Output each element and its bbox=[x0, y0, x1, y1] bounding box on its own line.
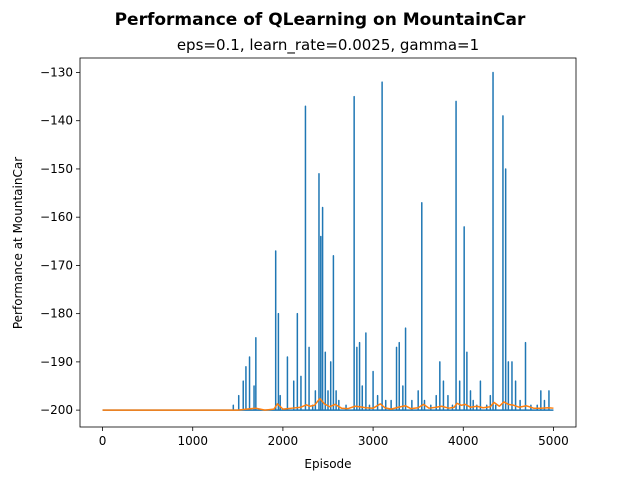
chart-subtitle: eps=0.1, learn_rate=0.0025, gamma=1 bbox=[177, 36, 479, 55]
x-tick-label: 5000 bbox=[538, 434, 569, 448]
x-tick-label: 0 bbox=[99, 434, 107, 448]
y-axis-label: Performance at MountainCar bbox=[11, 157, 25, 329]
x-tick-label: 3000 bbox=[358, 434, 389, 448]
plot-frame bbox=[79, 57, 577, 428]
series-line-2 bbox=[102, 397, 554, 411]
x-tick-label: 1000 bbox=[177, 434, 208, 448]
y-tick-label: −170 bbox=[40, 258, 73, 272]
x-tick-label: 4000 bbox=[448, 434, 479, 448]
series-line-1 bbox=[102, 71, 554, 411]
y-tick-label: −190 bbox=[40, 355, 73, 369]
x-tick-label: 2000 bbox=[268, 434, 299, 448]
x-axis-label: Episode bbox=[304, 457, 351, 471]
y-tick-label: −140 bbox=[40, 114, 73, 128]
chart-title: Performance of QLearning on MountainCar bbox=[115, 10, 526, 30]
y-tick-label: −150 bbox=[40, 162, 73, 176]
y-tick-label: −200 bbox=[40, 403, 73, 417]
y-tick-label: −180 bbox=[40, 307, 73, 321]
y-tick-label: −130 bbox=[40, 65, 73, 79]
plot-area: 0 1000 2000 3000 4000 5000 −200 −190 −180 −170 −16… bbox=[40, 57, 577, 448]
y-tick-label: −160 bbox=[40, 210, 73, 224]
